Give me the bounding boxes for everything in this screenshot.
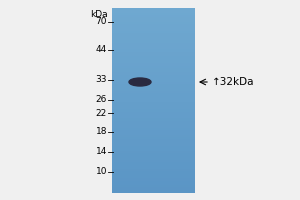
Bar bbox=[112, 105, 195, 108]
Bar bbox=[112, 91, 195, 94]
Bar bbox=[112, 8, 195, 11]
Bar bbox=[112, 183, 195, 186]
Bar bbox=[112, 20, 195, 23]
Bar bbox=[112, 38, 195, 41]
Bar bbox=[112, 171, 195, 175]
Bar bbox=[112, 112, 195, 115]
Bar bbox=[112, 33, 195, 37]
Bar bbox=[112, 98, 195, 101]
Bar bbox=[112, 84, 195, 87]
Bar bbox=[112, 174, 195, 177]
Bar bbox=[112, 187, 195, 191]
Bar bbox=[112, 45, 195, 48]
Bar bbox=[112, 114, 195, 117]
Bar bbox=[112, 88, 195, 92]
Bar bbox=[112, 141, 195, 145]
Bar bbox=[112, 47, 195, 50]
Bar bbox=[112, 17, 195, 21]
Text: 18: 18 bbox=[95, 128, 107, 136]
Bar bbox=[112, 82, 195, 85]
Text: 10: 10 bbox=[95, 168, 107, 176]
Bar bbox=[112, 167, 195, 170]
Bar bbox=[112, 40, 195, 44]
Bar bbox=[112, 118, 195, 122]
Bar bbox=[112, 22, 195, 25]
Bar bbox=[112, 151, 195, 154]
Bar bbox=[112, 54, 195, 57]
Bar bbox=[112, 123, 195, 126]
Bar bbox=[112, 31, 195, 34]
Bar bbox=[112, 148, 195, 152]
Bar bbox=[112, 49, 195, 53]
Text: 26: 26 bbox=[96, 96, 107, 104]
Bar bbox=[112, 13, 195, 16]
Bar bbox=[112, 146, 195, 149]
Bar bbox=[112, 66, 195, 69]
Text: 22: 22 bbox=[96, 108, 107, 117]
Bar bbox=[112, 109, 195, 112]
Bar bbox=[112, 95, 195, 99]
Bar bbox=[112, 125, 195, 129]
Bar bbox=[112, 164, 195, 168]
Text: 44: 44 bbox=[96, 46, 107, 54]
Bar bbox=[112, 190, 195, 193]
Bar bbox=[112, 59, 195, 62]
Ellipse shape bbox=[129, 78, 151, 86]
Bar bbox=[112, 72, 195, 76]
Bar bbox=[112, 137, 195, 140]
Bar bbox=[112, 116, 195, 119]
Bar bbox=[112, 68, 195, 71]
Bar bbox=[112, 153, 195, 156]
Bar bbox=[112, 61, 195, 64]
Bar bbox=[112, 178, 195, 182]
Text: kDa: kDa bbox=[90, 10, 108, 19]
Bar bbox=[112, 130, 195, 133]
Bar bbox=[112, 93, 195, 96]
Bar bbox=[112, 128, 195, 131]
Text: 14: 14 bbox=[96, 148, 107, 156]
Bar bbox=[112, 144, 195, 147]
Bar bbox=[112, 139, 195, 142]
Bar bbox=[112, 160, 195, 163]
Bar bbox=[112, 107, 195, 110]
Bar bbox=[112, 100, 195, 103]
Bar bbox=[112, 185, 195, 188]
Bar bbox=[112, 176, 195, 179]
Bar bbox=[112, 169, 195, 172]
Text: ↑32kDa: ↑32kDa bbox=[212, 77, 254, 87]
Text: 70: 70 bbox=[95, 18, 107, 26]
Bar bbox=[112, 70, 195, 73]
Bar bbox=[112, 102, 195, 106]
Bar bbox=[112, 63, 195, 66]
Text: 33: 33 bbox=[95, 75, 107, 84]
Bar bbox=[112, 134, 195, 138]
Bar bbox=[112, 180, 195, 184]
Bar bbox=[112, 158, 195, 161]
Bar bbox=[112, 77, 195, 80]
Bar bbox=[112, 10, 195, 14]
Bar bbox=[112, 24, 195, 27]
Bar bbox=[112, 26, 195, 30]
Bar bbox=[112, 56, 195, 60]
Bar bbox=[112, 52, 195, 55]
Bar bbox=[112, 75, 195, 78]
Bar bbox=[112, 155, 195, 159]
Bar bbox=[112, 29, 195, 32]
Bar bbox=[112, 121, 195, 124]
Bar bbox=[112, 162, 195, 165]
Bar bbox=[112, 36, 195, 39]
Bar bbox=[112, 15, 195, 18]
Bar bbox=[112, 86, 195, 90]
Bar bbox=[112, 132, 195, 136]
Bar bbox=[112, 43, 195, 46]
Bar bbox=[112, 79, 195, 83]
